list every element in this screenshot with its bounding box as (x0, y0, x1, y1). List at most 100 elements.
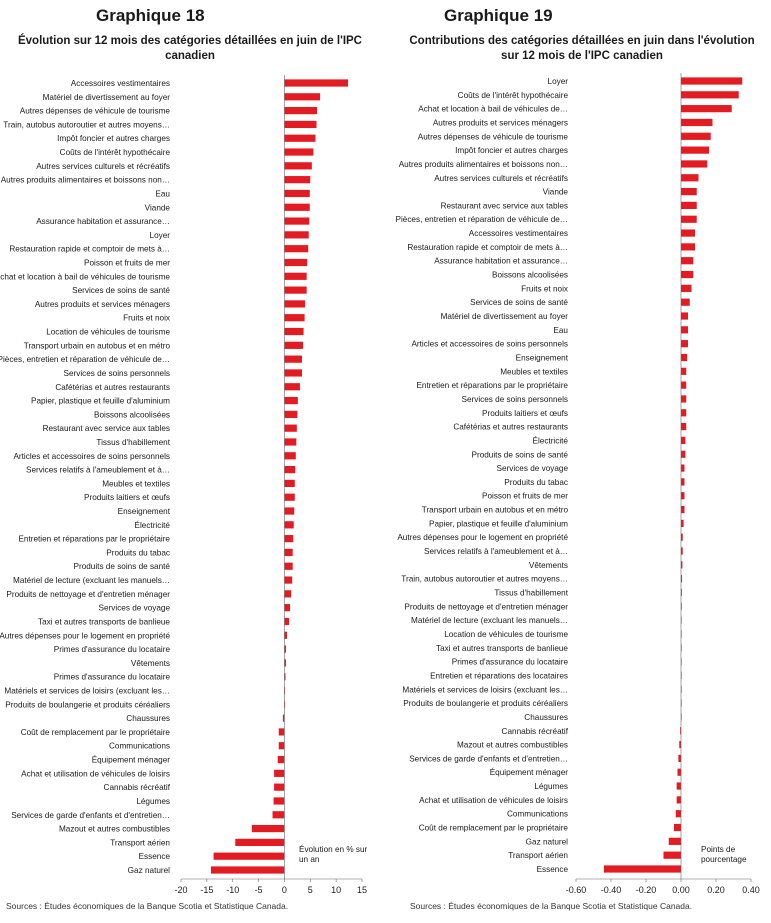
bar (668, 837, 681, 845)
category-label: Meubles et textiles (500, 367, 568, 376)
category-label: Mazout et autres combustibles (59, 825, 170, 834)
bar (681, 174, 699, 182)
bar (272, 811, 285, 819)
x-tick-label: -15 (200, 885, 213, 895)
x-tick-label: 5 (308, 885, 313, 895)
bar (278, 728, 285, 736)
bar (604, 865, 681, 873)
bar (284, 383, 300, 391)
bar (681, 243, 695, 251)
category-label: Pièces, entretien et réparation de véhic… (396, 215, 569, 224)
category-label: Vêtements (131, 659, 170, 668)
category-label: Assurance habitation et assurance… (434, 257, 568, 266)
bar (681, 257, 694, 265)
bar (284, 617, 290, 626)
bar (284, 452, 296, 460)
bar (284, 93, 321, 101)
bar (681, 409, 687, 417)
chart-19-label: Graphique 19 (444, 6, 553, 25)
category-label: Enseignement (516, 353, 569, 362)
category-label: Communications (507, 810, 568, 819)
category-label: Coût de remplacement par le propriétaire (21, 728, 171, 737)
bar (676, 796, 681, 804)
category-label: Location de véhicules de tourisme (444, 630, 568, 639)
bar (681, 340, 688, 348)
category-label: Services de garde d'enfants et d'entreti… (11, 811, 170, 820)
category-label: Boissons alcoolisées (94, 410, 170, 419)
category-label: Cafétérias et autres restaurants (55, 383, 170, 392)
category-label: Autres produits et services ménagers (433, 118, 568, 127)
category-label: Matériel de lecture (excluant les manuel… (13, 576, 170, 585)
bar (284, 258, 308, 267)
x-tick-label: 15 (357, 885, 367, 895)
category-label: Eau (553, 326, 568, 335)
bar (284, 355, 303, 363)
bar (681, 201, 697, 210)
category-label: Autres dépenses de véhicule de tourisme (418, 132, 569, 141)
category-label: Primes d'assurance du locataire (452, 658, 569, 667)
x-tick-label: -20 (174, 885, 187, 895)
x-tick-label: 0.00 (672, 885, 690, 895)
bar (213, 852, 285, 860)
category-label: Viande (543, 188, 569, 197)
category-label: Légumes (534, 782, 568, 791)
x-tick-label: 10 (331, 885, 341, 895)
bar (681, 547, 683, 555)
x-tick-label: 0.40 (742, 885, 760, 895)
annotation-text: Évolution en % sur un an (299, 844, 368, 864)
category-label: Transport aérien (508, 851, 568, 860)
category-label: Services de voyage (497, 464, 569, 473)
category-label: Loyer (150, 231, 171, 240)
bar (284, 424, 297, 432)
bar (681, 505, 685, 514)
category-label: Transport urbain en autobus et en métro (422, 506, 569, 515)
category-label: Produits de boulangerie et produits céré… (403, 699, 568, 708)
bar (284, 231, 309, 239)
category-label: Matériel de divertissement au foyer (441, 312, 569, 321)
category-label: Taxi et autres transports de banlieue (436, 644, 568, 653)
category-label: Cannabis récréatif (502, 727, 569, 736)
category-label: Coûts de l'intérêt hypothécaire (458, 91, 569, 100)
bar (681, 298, 690, 306)
bar (681, 478, 685, 486)
category-label: Entretien et réparations des locataires (430, 671, 568, 680)
bar (284, 645, 286, 653)
category-label: Autres dépenses pour le logement en prop… (0, 631, 170, 640)
category-label: Équipement ménager (490, 767, 569, 777)
bar (284, 631, 288, 639)
category-label: Autres dépenses de véhicule de tourisme (20, 107, 171, 116)
bar (681, 533, 683, 541)
bar (284, 369, 303, 377)
bar (284, 176, 311, 184)
category-label: Matériels et services de loisirs (exclua… (402, 685, 568, 694)
bar (284, 396, 298, 405)
bar (274, 783, 285, 791)
source-note-right: Sources : Études économiques de la Banqu… (410, 901, 693, 911)
bar (284, 217, 310, 225)
category-label: Produits de nettoyage et d'entretien mén… (6, 590, 170, 599)
category-label: Produits de soins de santé (74, 562, 171, 571)
category-label: Impôt foncier et autres charges (57, 134, 170, 143)
bar (274, 769, 285, 777)
category-label: Produits laitiers et œufs (482, 409, 568, 418)
bar (681, 367, 687, 375)
category-label: Tissus d'habillement (494, 589, 568, 598)
chart-19-title: Contributions des catégories détaillées … (409, 35, 755, 62)
bar (278, 742, 285, 750)
category-label: Cafétérias et autres restaurants (453, 423, 568, 432)
category-label: Coûts de l'intérêt hypothécaire (60, 148, 171, 157)
category-label: Légumes (136, 797, 170, 806)
bar (210, 866, 285, 874)
category-label: Produits du tabac (106, 548, 170, 557)
category-label: Produits du tabac (504, 478, 568, 487)
category-label: Produits de soins de santé (472, 450, 569, 459)
x-tick-label: 0 (282, 885, 287, 895)
annotation-text: Points de pourcentage (701, 845, 747, 864)
bar (676, 782, 681, 790)
bar (680, 727, 681, 735)
bar (284, 521, 294, 529)
bar (681, 270, 694, 279)
category-label: Achat et location à bail de véhicules de… (418, 105, 568, 114)
bar (282, 714, 285, 722)
category-label: Pièces, entretien et réparation de véhic… (0, 355, 170, 364)
